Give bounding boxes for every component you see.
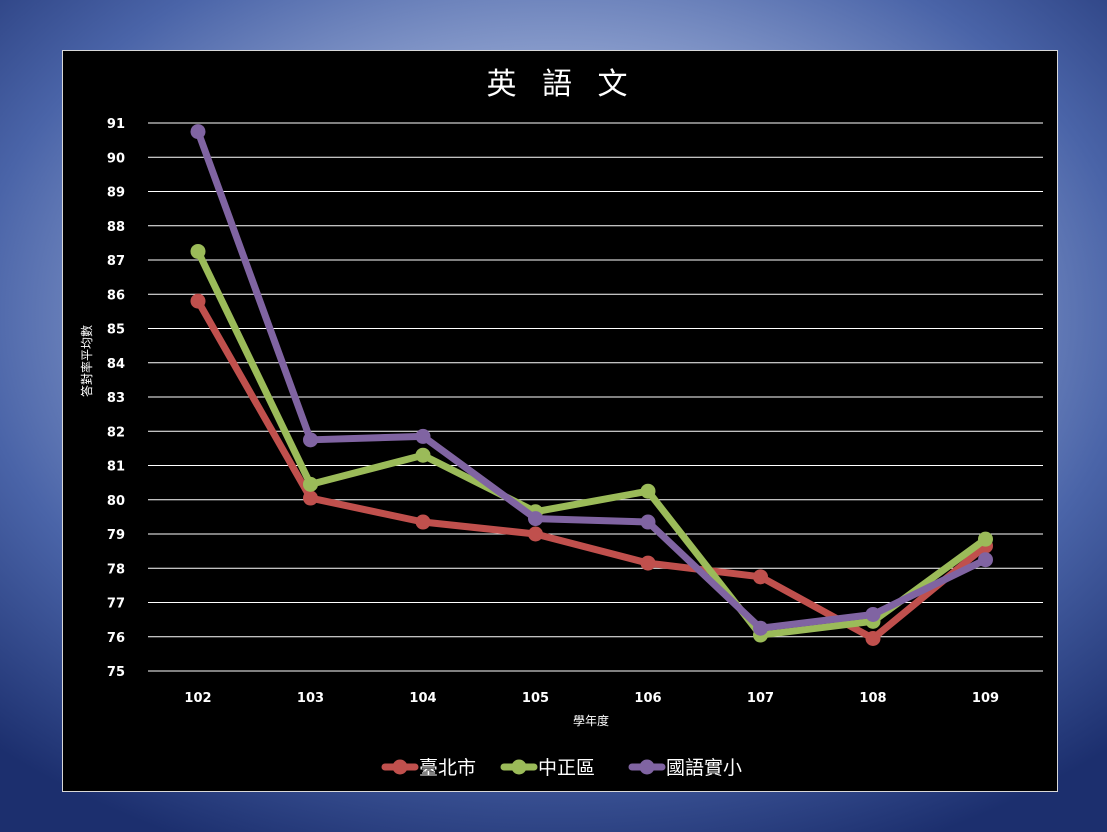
- y-tick-label: 79: [107, 528, 125, 543]
- y-axis-ticks: 75 76 77 78 79 80 81 82 83 84 85 86 87 88 89 90 91: [107, 117, 125, 680]
- y-tick-label: 80: [107, 494, 125, 509]
- data-point: [190, 293, 206, 309]
- legend-item: 臺北市: [381, 757, 476, 779]
- y-tick-label: 84: [107, 357, 125, 372]
- y-tick-label: 90: [107, 151, 125, 166]
- gridlines: [148, 122, 1043, 672]
- legend-item: 國語實小: [628, 757, 742, 779]
- legend: 臺北市 中正區 國語實小: [381, 757, 742, 779]
- data-point: [303, 432, 318, 448]
- data-point: [303, 490, 318, 506]
- data-point: [415, 428, 431, 444]
- series-line: [194, 247, 989, 639]
- y-tick-label: 89: [107, 186, 125, 201]
- data-point: [865, 630, 881, 646]
- chart-title: 英 語 文: [486, 67, 635, 102]
- data-point: [640, 555, 656, 571]
- y-tick-label: 81: [107, 460, 125, 475]
- x-tick-label: 108: [859, 691, 886, 706]
- legend-label: 中正區: [538, 757, 595, 779]
- data-point: [528, 526, 543, 542]
- x-tick-label: 102: [184, 691, 211, 706]
- x-tick-label: 104: [409, 691, 436, 706]
- data-point: [753, 569, 768, 585]
- data-point: [978, 531, 993, 547]
- data-point: [415, 514, 431, 530]
- line-chart: 英 語 文 75 76 77 78 79 80 81 82 83 84 85 86 87 88 89 90 91…: [79, 67, 1043, 779]
- x-tick-label: 107: [747, 691, 774, 706]
- x-axis-ticks: 102 103 104 105 106 107 108 109: [184, 691, 999, 706]
- data-point: [865, 606, 881, 622]
- y-tick-label: 86: [107, 288, 125, 303]
- data-point: [190, 124, 206, 140]
- series-3: [190, 124, 993, 636]
- x-tick-label: 106: [634, 691, 661, 706]
- series-line: [194, 128, 989, 632]
- series-line: [194, 297, 989, 642]
- data-point: [528, 511, 543, 527]
- data-point: [753, 620, 768, 636]
- data-point: [640, 514, 656, 530]
- y-tick-label: 87: [107, 254, 125, 269]
- data-point: [415, 447, 431, 463]
- data-point: [303, 476, 318, 492]
- data-point: [640, 483, 656, 499]
- y-axis-label: 答對率平均數: [79, 325, 94, 397]
- y-tick-label: 82: [107, 425, 125, 440]
- legend-label: 國語實小: [666, 757, 742, 779]
- legend-item: 中正區: [500, 757, 595, 779]
- y-tick-label: 77: [107, 597, 125, 612]
- legend-marker: [639, 759, 655, 775]
- series-lines: [190, 124, 993, 646]
- x-axis-label: 學年度: [573, 713, 609, 728]
- y-tick-label: 83: [107, 391, 125, 406]
- data-point: [190, 243, 206, 259]
- y-tick-label: 75: [107, 665, 125, 680]
- y-tick-label: 91: [107, 117, 125, 132]
- chart-area: 英 語 文 75 76 77 78 79 80 81 82 83 84 85 86 87 88 89 90 91…: [62, 50, 1058, 792]
- series-1: [190, 293, 993, 646]
- legend-marker: [511, 759, 527, 775]
- legend-marker: [392, 759, 408, 775]
- data-point: [978, 552, 993, 568]
- x-tick-label: 105: [522, 691, 549, 706]
- x-tick-label: 109: [972, 691, 999, 706]
- y-tick-label: 78: [107, 562, 125, 577]
- y-tick-label: 88: [107, 220, 125, 235]
- y-tick-label: 85: [107, 323, 125, 338]
- x-tick-label: 103: [297, 691, 324, 706]
- legend-label: 臺北市: [419, 757, 476, 779]
- y-tick-label: 76: [107, 631, 125, 646]
